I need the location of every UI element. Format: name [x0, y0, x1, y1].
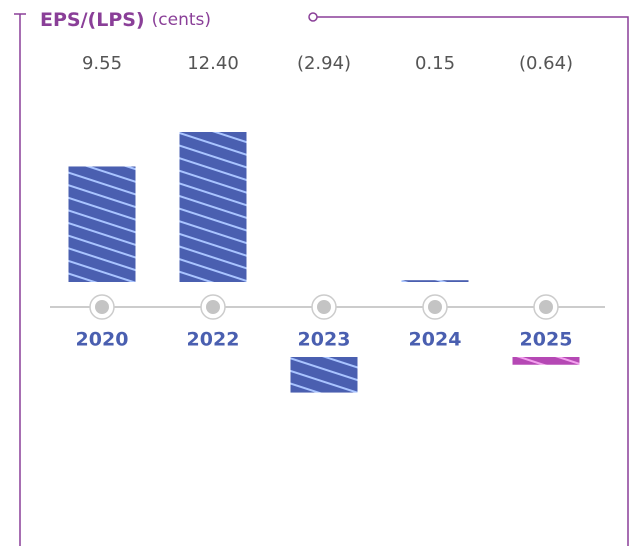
value-label: 12.40	[187, 53, 239, 74]
x-tick-label: 2023	[298, 329, 351, 351]
marker-dot	[95, 300, 109, 314]
bar	[290, 357, 358, 393]
value-label: 0.15	[415, 53, 455, 74]
bar	[68, 166, 136, 282]
marker-dot	[428, 300, 442, 314]
bar	[512, 357, 580, 365]
x-tick-label: 2022	[187, 329, 240, 351]
x-tick-label: 2020	[76, 329, 129, 351]
marker-dot	[539, 300, 553, 314]
value-label: (2.94)	[297, 53, 351, 74]
frame-dot	[308, 12, 318, 22]
value-label: 9.55	[82, 53, 122, 74]
bar	[179, 132, 247, 282]
value-label: (0.64)	[519, 53, 573, 74]
chart-title: EPS/(LPS)	[40, 9, 145, 31]
bar	[401, 280, 469, 282]
frame-right	[317, 16, 629, 546]
x-tick-label: 2024	[409, 329, 462, 351]
marker-dot	[206, 300, 220, 314]
chart-subtitle: (cents)	[152, 10, 211, 30]
title-group: EPS/(LPS) (cents)	[40, 9, 211, 31]
marker-dot	[317, 300, 331, 314]
x-tick-label: 2025	[520, 329, 573, 351]
